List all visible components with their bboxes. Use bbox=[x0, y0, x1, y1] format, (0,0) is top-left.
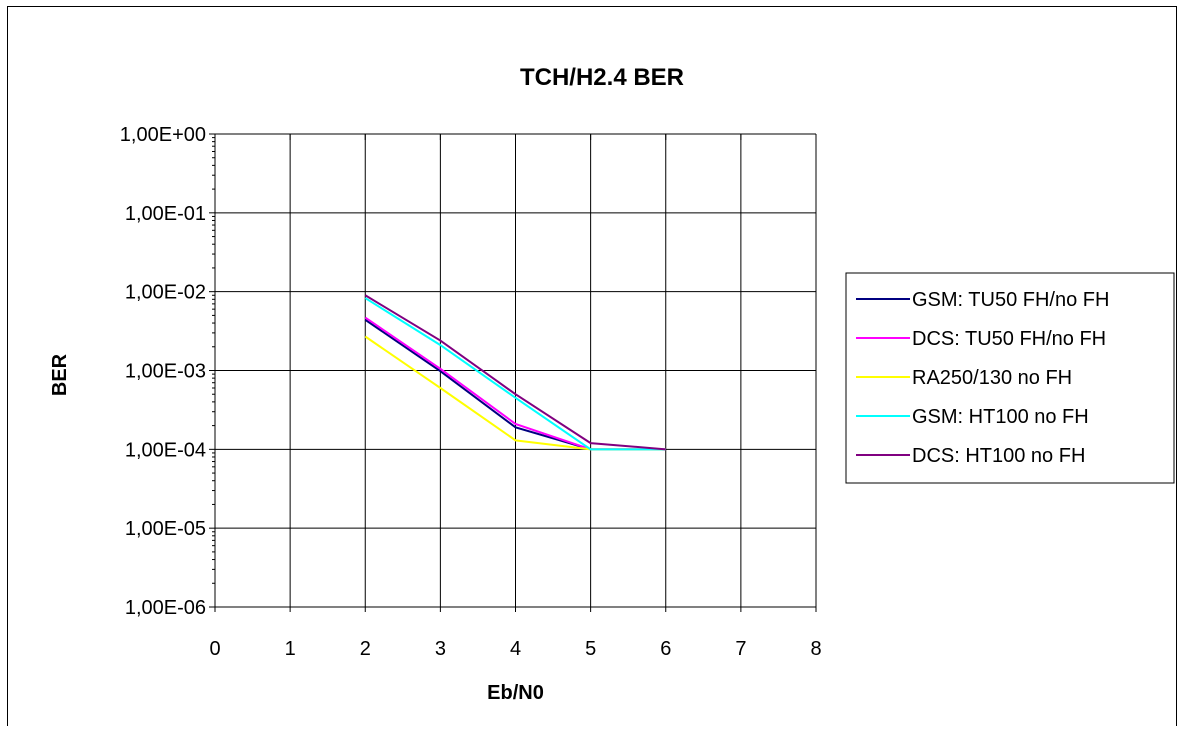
x-tick-label: 3 bbox=[435, 638, 446, 660]
y-tick-label: 1,00E-05 bbox=[125, 518, 206, 540]
y-tick-label: 1,00E-01 bbox=[125, 203, 206, 225]
legend-label: RA250/130 no FH bbox=[912, 367, 1072, 389]
y-axis-label: BER bbox=[49, 353, 71, 396]
legend-label: GSM: TU50 FH/no FH bbox=[912, 289, 1109, 311]
y-tick-label: 1,00E-06 bbox=[125, 597, 206, 619]
x-tick-label: 4 bbox=[510, 638, 521, 660]
x-axis-label: Eb/N0 bbox=[487, 682, 544, 704]
series-line-5 bbox=[364, 294, 666, 451]
y-tick-label: 1,00E-04 bbox=[125, 439, 206, 461]
y-tick-label: 1,00E-02 bbox=[125, 282, 206, 304]
x-tick-label: 6 bbox=[660, 638, 671, 660]
x-tick-label: 5 bbox=[585, 638, 596, 660]
chart-title: TCH/H2.4 BER bbox=[520, 64, 684, 91]
grid bbox=[209, 133, 817, 612]
y-tick-label: 1,00E+00 bbox=[120, 124, 206, 146]
legend-label: DCS: TU50 FH/no FH bbox=[912, 328, 1106, 350]
x-tick-label: 2 bbox=[360, 638, 371, 660]
x-tick-label: 0 bbox=[209, 638, 220, 660]
y-tick-label: 1,00E-03 bbox=[125, 361, 206, 383]
x-tick-label: 1 bbox=[285, 638, 296, 660]
y-ticks: 1,00E+00 1,00E-01 1,00E-02 1,00E-03 1,00E-04… bbox=[120, 124, 206, 619]
series-group bbox=[364, 294, 666, 451]
legend: GSM: TU50 FH/no FH DCS: TU50 FH/no FH RA25… bbox=[845, 272, 1175, 484]
series-line-4 bbox=[364, 297, 666, 451]
x-ticks: 0 1 2 3 4 5 6 7 8 bbox=[209, 638, 821, 660]
x-tick-label: 8 bbox=[810, 638, 821, 660]
x-tick-label: 7 bbox=[735, 638, 746, 660]
legend-label: GSM: HT100 no FH bbox=[912, 406, 1089, 428]
legend-label: DCS: HT100 no FH bbox=[912, 445, 1085, 467]
